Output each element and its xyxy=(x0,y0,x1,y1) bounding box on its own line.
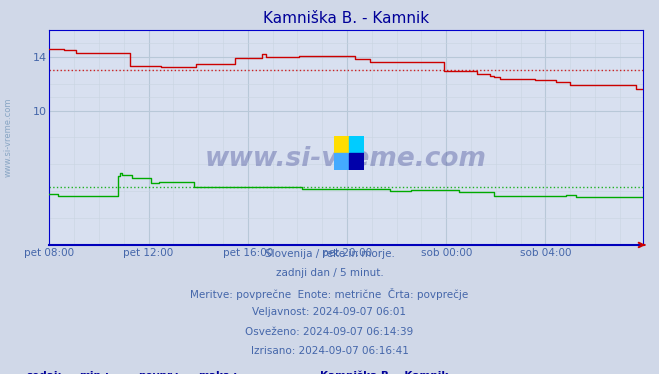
Text: Izrisano: 2024-09-07 06:16:41: Izrisano: 2024-09-07 06:16:41 xyxy=(250,346,409,356)
Text: www.si-vreme.com: www.si-vreme.com xyxy=(3,98,13,177)
Text: min.:: min.: xyxy=(79,371,109,374)
Bar xyxy=(349,136,364,153)
Bar xyxy=(349,153,364,170)
Text: Veljavnost: 2024-09-07 06:01: Veljavnost: 2024-09-07 06:01 xyxy=(252,307,407,317)
Text: zadnji dan / 5 minut.: zadnji dan / 5 minut. xyxy=(275,268,384,278)
Bar xyxy=(334,136,349,153)
Text: Osveženo: 2024-09-07 06:14:39: Osveženo: 2024-09-07 06:14:39 xyxy=(245,327,414,337)
Text: povpr.:: povpr.: xyxy=(138,371,179,374)
Text: Kamniška B. - Kamnik: Kamniška B. - Kamnik xyxy=(320,371,448,374)
Title: Kamniška B. - Kamnik: Kamniška B. - Kamnik xyxy=(263,11,429,26)
Text: www.si-vreme.com: www.si-vreme.com xyxy=(205,146,487,172)
Bar xyxy=(334,153,349,170)
Text: sedaj:: sedaj: xyxy=(26,371,62,374)
Text: maks.:: maks.: xyxy=(198,371,237,374)
Text: Slovenija / reke in morje.: Slovenija / reke in morje. xyxy=(264,249,395,259)
Text: Meritve: povprečne  Enote: metrične  Črta: povprečje: Meritve: povprečne Enote: metrične Črta:… xyxy=(190,288,469,300)
